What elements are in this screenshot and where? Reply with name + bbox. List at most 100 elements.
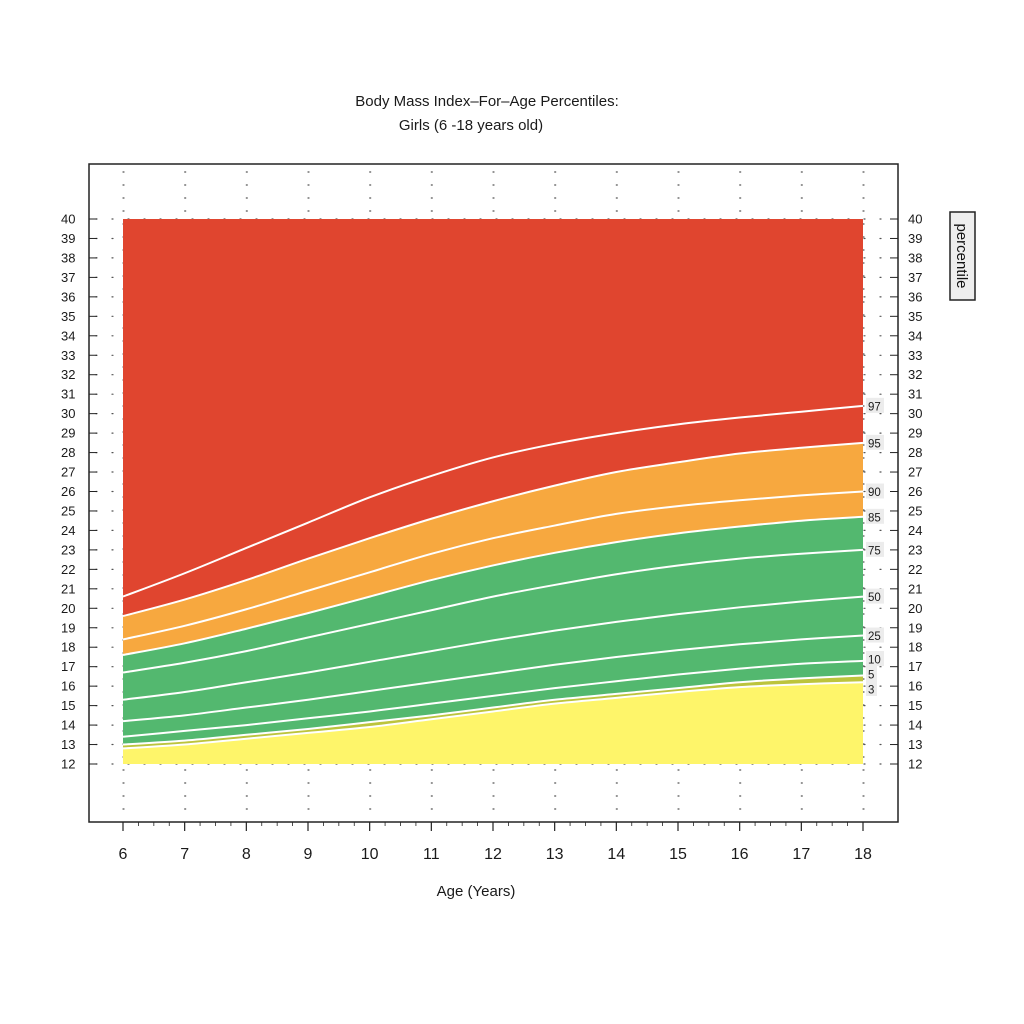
y-tick-right: 30 (908, 406, 922, 421)
y-tick-left: 28 (61, 445, 75, 460)
percentile-label-bg-85 (866, 508, 884, 524)
y-tick-left: 15 (61, 698, 75, 713)
y-tick-left: 23 (61, 542, 75, 557)
y-tick-right: 16 (908, 679, 922, 694)
x-tick-label: 18 (854, 846, 872, 863)
x-tick-label: 17 (792, 846, 810, 863)
y-tick-right: 35 (908, 309, 922, 324)
y-tick-right: 27 (908, 465, 922, 480)
y-tick-right: 21 (908, 581, 922, 596)
x-tick-label: 10 (361, 846, 379, 863)
y-tick-right: 28 (908, 445, 922, 460)
y-tick-right: 39 (908, 231, 922, 246)
y-tick-right: 38 (908, 250, 922, 265)
y-tick-left: 21 (61, 581, 75, 596)
y-tick-left: 38 (61, 250, 75, 265)
percentile-curve-10 (122, 659, 864, 738)
y-tick-left: 18 (61, 640, 75, 655)
y-tick-left: 17 (61, 659, 75, 674)
y-tick-right: 31 (908, 387, 922, 402)
percentile-label-bg-3 (866, 681, 877, 696)
y-tick-left: 36 (61, 289, 75, 304)
y-tick-left: 39 (61, 231, 75, 246)
y-tick-left: 29 (61, 426, 75, 441)
x-tick-label: 7 (180, 846, 189, 863)
y-tick-right: 12 (908, 757, 922, 772)
y-tick-right: 37 (908, 270, 922, 285)
percentile-label-bg-25 (866, 627, 884, 643)
y-tick-left: 40 (61, 212, 75, 227)
x-tick-label: 13 (546, 846, 564, 863)
y-tick-right: 17 (908, 659, 922, 674)
y-axis-left: 12 13 14 15 16 17 18 19 20 21 22 23 24 25 26 27 28 29 30 31… (61, 212, 97, 772)
y-tick-right: 34 (908, 328, 922, 343)
percentile-label-95: 95 (868, 438, 881, 450)
y-tick-left: 26 (61, 484, 75, 499)
x-tick-label: 11 (423, 846, 440, 863)
x-tick-label: 16 (731, 846, 749, 863)
y-tick-left: 19 (61, 620, 75, 635)
y-tick-right: 29 (908, 426, 922, 441)
x-tick-label: 9 (304, 846, 313, 863)
y-tick-left: 34 (61, 328, 75, 343)
percentile-label-3: 3 (868, 685, 874, 697)
chart-title: Body Mass Index–For–Age Percentiles: (355, 93, 618, 110)
y-tick-right: 24 (908, 523, 922, 538)
y-tick-right: 23 (908, 542, 922, 557)
y-tick-right: 32 (908, 367, 922, 382)
y-tick-right: 22 (908, 562, 922, 577)
y-tick-left: 24 (61, 523, 75, 538)
y-tick-left: 22 (61, 562, 75, 577)
band-above-95 (123, 219, 863, 617)
y-tick-left: 16 (61, 679, 75, 694)
x-tick-label: 6 (119, 846, 128, 863)
y-tick-left: 31 (61, 387, 75, 402)
y-tick-right: 20 (908, 601, 922, 616)
y-tick-left: 30 (61, 406, 75, 421)
y-tick-right: 18 (908, 640, 922, 655)
percentile-label-bg-50 (866, 588, 884, 604)
y-tick-right: 15 (908, 698, 922, 713)
y-tick-right: 14 (908, 718, 922, 733)
y-tick-right: 19 (908, 620, 922, 635)
percentile-label-bg-90 (866, 483, 884, 499)
percentile-curve-3 (122, 681, 864, 750)
y-tick-right: 40 (908, 212, 922, 227)
legend-percentile: percentile (949, 211, 976, 301)
y-tick-left: 32 (61, 367, 75, 382)
percentile-curve-25 (122, 634, 864, 723)
y-tick-left: 27 (61, 465, 75, 480)
chart-subtitle: Girls (6 -18 years old) (399, 117, 543, 134)
y-tick-left: 35 (61, 309, 75, 324)
y-tick-left: 37 (61, 270, 75, 285)
percentile-label-90: 90 (868, 487, 881, 499)
legend-title: percentile (953, 223, 970, 288)
percentile-label-5: 5 (868, 670, 874, 682)
percentile-label-50: 50 (868, 592, 881, 604)
percentile-label-bg-95 (866, 434, 884, 450)
y-tick-left: 12 (61, 757, 75, 772)
percentile-label-75: 75 (868, 545, 881, 557)
y-tick-left: 33 (61, 348, 75, 363)
x-axis-title: Age (Years) (437, 883, 516, 900)
percentile-label-bg-5 (866, 666, 877, 681)
y-tick-right: 36 (908, 289, 922, 304)
x-tick-label: 14 (607, 846, 625, 863)
percentile-label-bg-10 (866, 651, 884, 666)
y-tick-right: 13 (908, 737, 922, 752)
percentile-curve-85 (122, 515, 864, 656)
percentile-label-bg-75 (866, 541, 884, 557)
y-tick-left: 13 (61, 737, 75, 752)
y-tick-right: 33 (908, 348, 922, 363)
percentile-curve-75 (122, 548, 864, 674)
percentile-label-85: 85 (868, 512, 881, 524)
y-tick-right: 26 (908, 484, 922, 499)
y-tick-right: 25 (908, 503, 922, 518)
percentile-labels: 3 5 10 25 50 75 85 90 95 97 (866, 397, 884, 697)
percentile-label-97: 97 (868, 401, 881, 413)
y-tick-left: 20 (61, 601, 75, 616)
percentile-curve-90 (122, 490, 864, 641)
percentile-curve-50 (122, 595, 864, 701)
y-axis-right: 12 13 14 15 16 17 18 19 20 21 22 23 24 25 26 27 28 29 30 31… (890, 212, 922, 772)
